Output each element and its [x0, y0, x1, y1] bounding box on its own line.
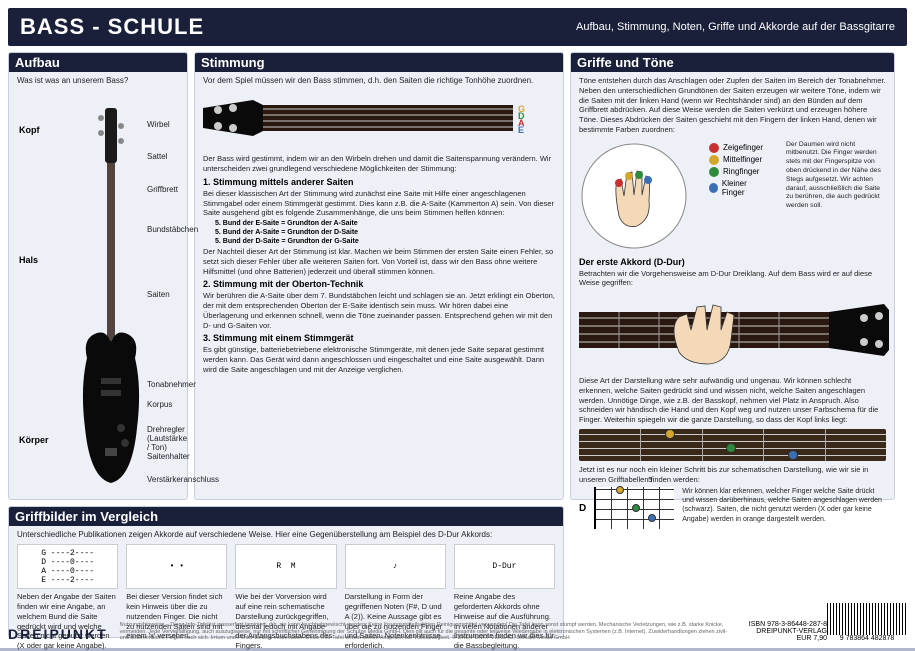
stimmung-p3: Der Nachteil dieser Art der Stimmung ist… [203, 247, 555, 276]
part-label: Korpus [147, 400, 172, 409]
griffe-box: Griffe und Töne Töne entstehen durch das… [570, 52, 895, 500]
griffbild-image: R M [235, 544, 336, 589]
griffbilder-title: Griffbilder im Vergleich [9, 507, 563, 526]
chord-grid: 5 [594, 487, 674, 529]
part-label: Saiten [147, 290, 170, 299]
barcode-number: 9 783864 482878 [827, 635, 907, 642]
fineprint: Nutzungshinweise – Diese Info-Tafel ist … [108, 622, 749, 642]
page-title: BASS - SCHULE [20, 14, 204, 40]
tuning-row: 5. Bund der E-Saite = Grundton der A-Sai… [215, 220, 555, 227]
griffbild-image: ♪ [345, 544, 446, 589]
bass-guitar-icon [77, 108, 145, 488]
bass-diagram: KopfHalsKörper WirbelSattelGriffbrettBun… [17, 90, 179, 500]
hand-icon [579, 141, 689, 251]
part-group: Kopf [19, 125, 40, 135]
griffe-lead: Töne entstehen durch das Anschlagen oder… [579, 76, 886, 135]
stimmung-h1: 1. Stimmung mittels anderer Saiten [203, 177, 555, 187]
publisher-name: DREIPUNKT-VERLAG [749, 628, 827, 635]
part-label: Sattel [147, 152, 167, 161]
griffbild-image: D-Dur [454, 544, 555, 589]
aufbau-lead: Was ist was an unserem Bass? [17, 76, 179, 86]
finger-legend-item: Ringfinger [709, 167, 766, 177]
aufbau-title: Aufbau [9, 53, 187, 72]
stimmung-box: Stimmung Vor dem Spiel müssen wir den Ba… [194, 52, 564, 500]
part-group: Körper [19, 435, 49, 445]
barcode-icon [827, 603, 907, 635]
stimmung-h2: 2. Stimmung mit der Oberton-Technik [203, 279, 555, 289]
tuning-table: 5. Bund der E-Saite = Grundton der A-Sai… [203, 220, 555, 245]
isbn-block: ISBN 978-3-86448-287-8 DREIPUNKT-VERLAG … [749, 621, 827, 642]
stimmung-p5: Es gibt günstige, batteriebetriebene ele… [203, 345, 555, 374]
tuning-row: 5. Bund der A-Saite = Grundton der D-Sai… [215, 229, 555, 236]
chord-hand-diagram [579, 292, 886, 372]
finger-legend-item: Kleiner Finger [709, 179, 766, 197]
chord-label: D [579, 503, 586, 514]
part-label: Saitenhalter [147, 452, 190, 461]
griffe-title: Griffe und Töne [571, 53, 894, 72]
griffe-h1: Der erste Akkord (D-Dur) [579, 257, 886, 267]
griffbild-image: G ----2---- D ----0---- A ----0---- E --… [17, 544, 118, 589]
publisher-logo: DREIPUNKT [8, 626, 108, 642]
fretboard-colored [579, 429, 886, 461]
aufbau-box: Aufbau Was ist was an unserem Bass? [8, 52, 188, 500]
string-label: E [518, 125, 524, 135]
part-label: Wirbel [147, 120, 170, 129]
griffe-p3: Jetzt ist es nur noch ein kleiner Schrit… [579, 465, 886, 485]
griffbilder-lead: Unterschiedliche Publikationen zeigen Ak… [17, 530, 555, 540]
tuning-row: 5. Bund der D-Saite = Grundton der G-Sai… [215, 238, 555, 245]
finger-legend-item: Zeigefinger [709, 143, 766, 153]
stimmung-lead: Vor dem Spiel müssen wir den Bass stimme… [203, 76, 555, 86]
part-label: Griffbrett [147, 185, 178, 194]
finger-legend-item: Mittelfinger [709, 155, 766, 165]
griffe-aside: Der Daumen wird nicht mitbenutzt. Die Fi… [786, 141, 886, 212]
stimmung-title: Stimmung [195, 53, 563, 72]
header: BASS - SCHULE Aufbau, Stimmung, Noten, G… [8, 8, 907, 46]
stimmung-p4: Wir berühren die A-Saite über dem 7. Bun… [203, 291, 555, 330]
headstock-diagram: GDAE [203, 90, 555, 150]
stimmung-p1: Der Bass wird gestimmt, indem wir an den… [203, 154, 555, 174]
griffe-p1: Betrachten wir die Vorgehensweise am D-D… [579, 269, 886, 289]
griffe-p4: Wir können klar erkennen, welcher Finger… [682, 487, 886, 523]
part-label: Bundstäbchen [147, 225, 198, 234]
part-group: Hals [19, 255, 38, 265]
stimmung-p2: Bei dieser klassischen Art der Stimmung … [203, 189, 555, 218]
barcode-block: 9 783864 482878 [827, 601, 907, 642]
footer: DREIPUNKT Nutzungshinweise – Diese Info-… [8, 601, 907, 642]
isbn: ISBN 978-3-86448-287-8 [749, 621, 827, 628]
page-subtitle: Aufbau, Stimmung, Noten, Griffe und Akko… [576, 21, 895, 33]
part-label: Drehregler (Lautstärke / Ton) [147, 425, 187, 452]
part-label: Tonabnehmer [147, 380, 196, 389]
price: EUR 7,90 [749, 635, 827, 642]
griffbild-image: • • [126, 544, 227, 589]
stimmung-h3: 3. Stimmung mit einem Stimmgerät [203, 333, 555, 343]
griffe-p2: Diese Art der Darstellung wäre sehr aufw… [579, 376, 886, 425]
finger-legend: Zeigefinger Mittelfinger Ringfinger Kleiner… [579, 141, 886, 251]
part-label: Verstärkeranschluss [147, 475, 219, 484]
